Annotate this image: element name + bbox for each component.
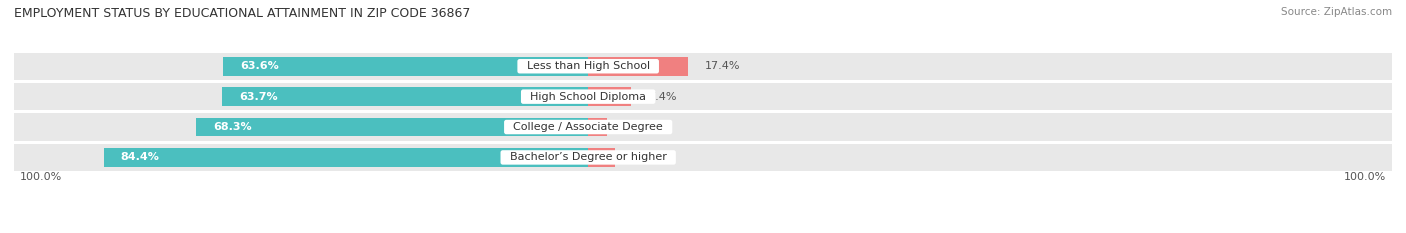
Text: 7.4%: 7.4% xyxy=(648,92,676,102)
Bar xyxy=(104,148,588,167)
Bar xyxy=(14,113,1392,141)
Text: 4.6%: 4.6% xyxy=(631,152,661,162)
Bar xyxy=(588,118,606,137)
Text: College / Associate Degree: College / Associate Degree xyxy=(506,122,671,132)
Bar xyxy=(588,87,631,106)
Bar xyxy=(14,53,1392,80)
Text: 63.6%: 63.6% xyxy=(240,61,278,71)
Bar xyxy=(222,87,588,106)
Text: 84.4%: 84.4% xyxy=(121,152,160,162)
Bar xyxy=(14,83,1392,110)
Text: 100.0%: 100.0% xyxy=(1344,172,1386,182)
Legend: In Labor Force, Unemployed: In Labor Force, Unemployed xyxy=(593,230,813,233)
Text: Source: ZipAtlas.com: Source: ZipAtlas.com xyxy=(1281,7,1392,17)
Text: 3.2%: 3.2% xyxy=(624,122,652,132)
Text: Less than High School: Less than High School xyxy=(520,61,657,71)
Text: High School Diploma: High School Diploma xyxy=(523,92,654,102)
Text: Bachelor’s Degree or higher: Bachelor’s Degree or higher xyxy=(503,152,673,162)
Bar xyxy=(588,57,688,76)
Text: 63.7%: 63.7% xyxy=(239,92,278,102)
Text: EMPLOYMENT STATUS BY EDUCATIONAL ATTAINMENT IN ZIP CODE 36867: EMPLOYMENT STATUS BY EDUCATIONAL ATTAINM… xyxy=(14,7,471,20)
Text: 100.0%: 100.0% xyxy=(20,172,62,182)
Text: 68.3%: 68.3% xyxy=(214,122,252,132)
Text: 17.4%: 17.4% xyxy=(706,61,741,71)
Bar xyxy=(588,148,614,167)
Bar xyxy=(14,144,1392,171)
Bar xyxy=(195,118,588,137)
Bar xyxy=(224,57,588,76)
